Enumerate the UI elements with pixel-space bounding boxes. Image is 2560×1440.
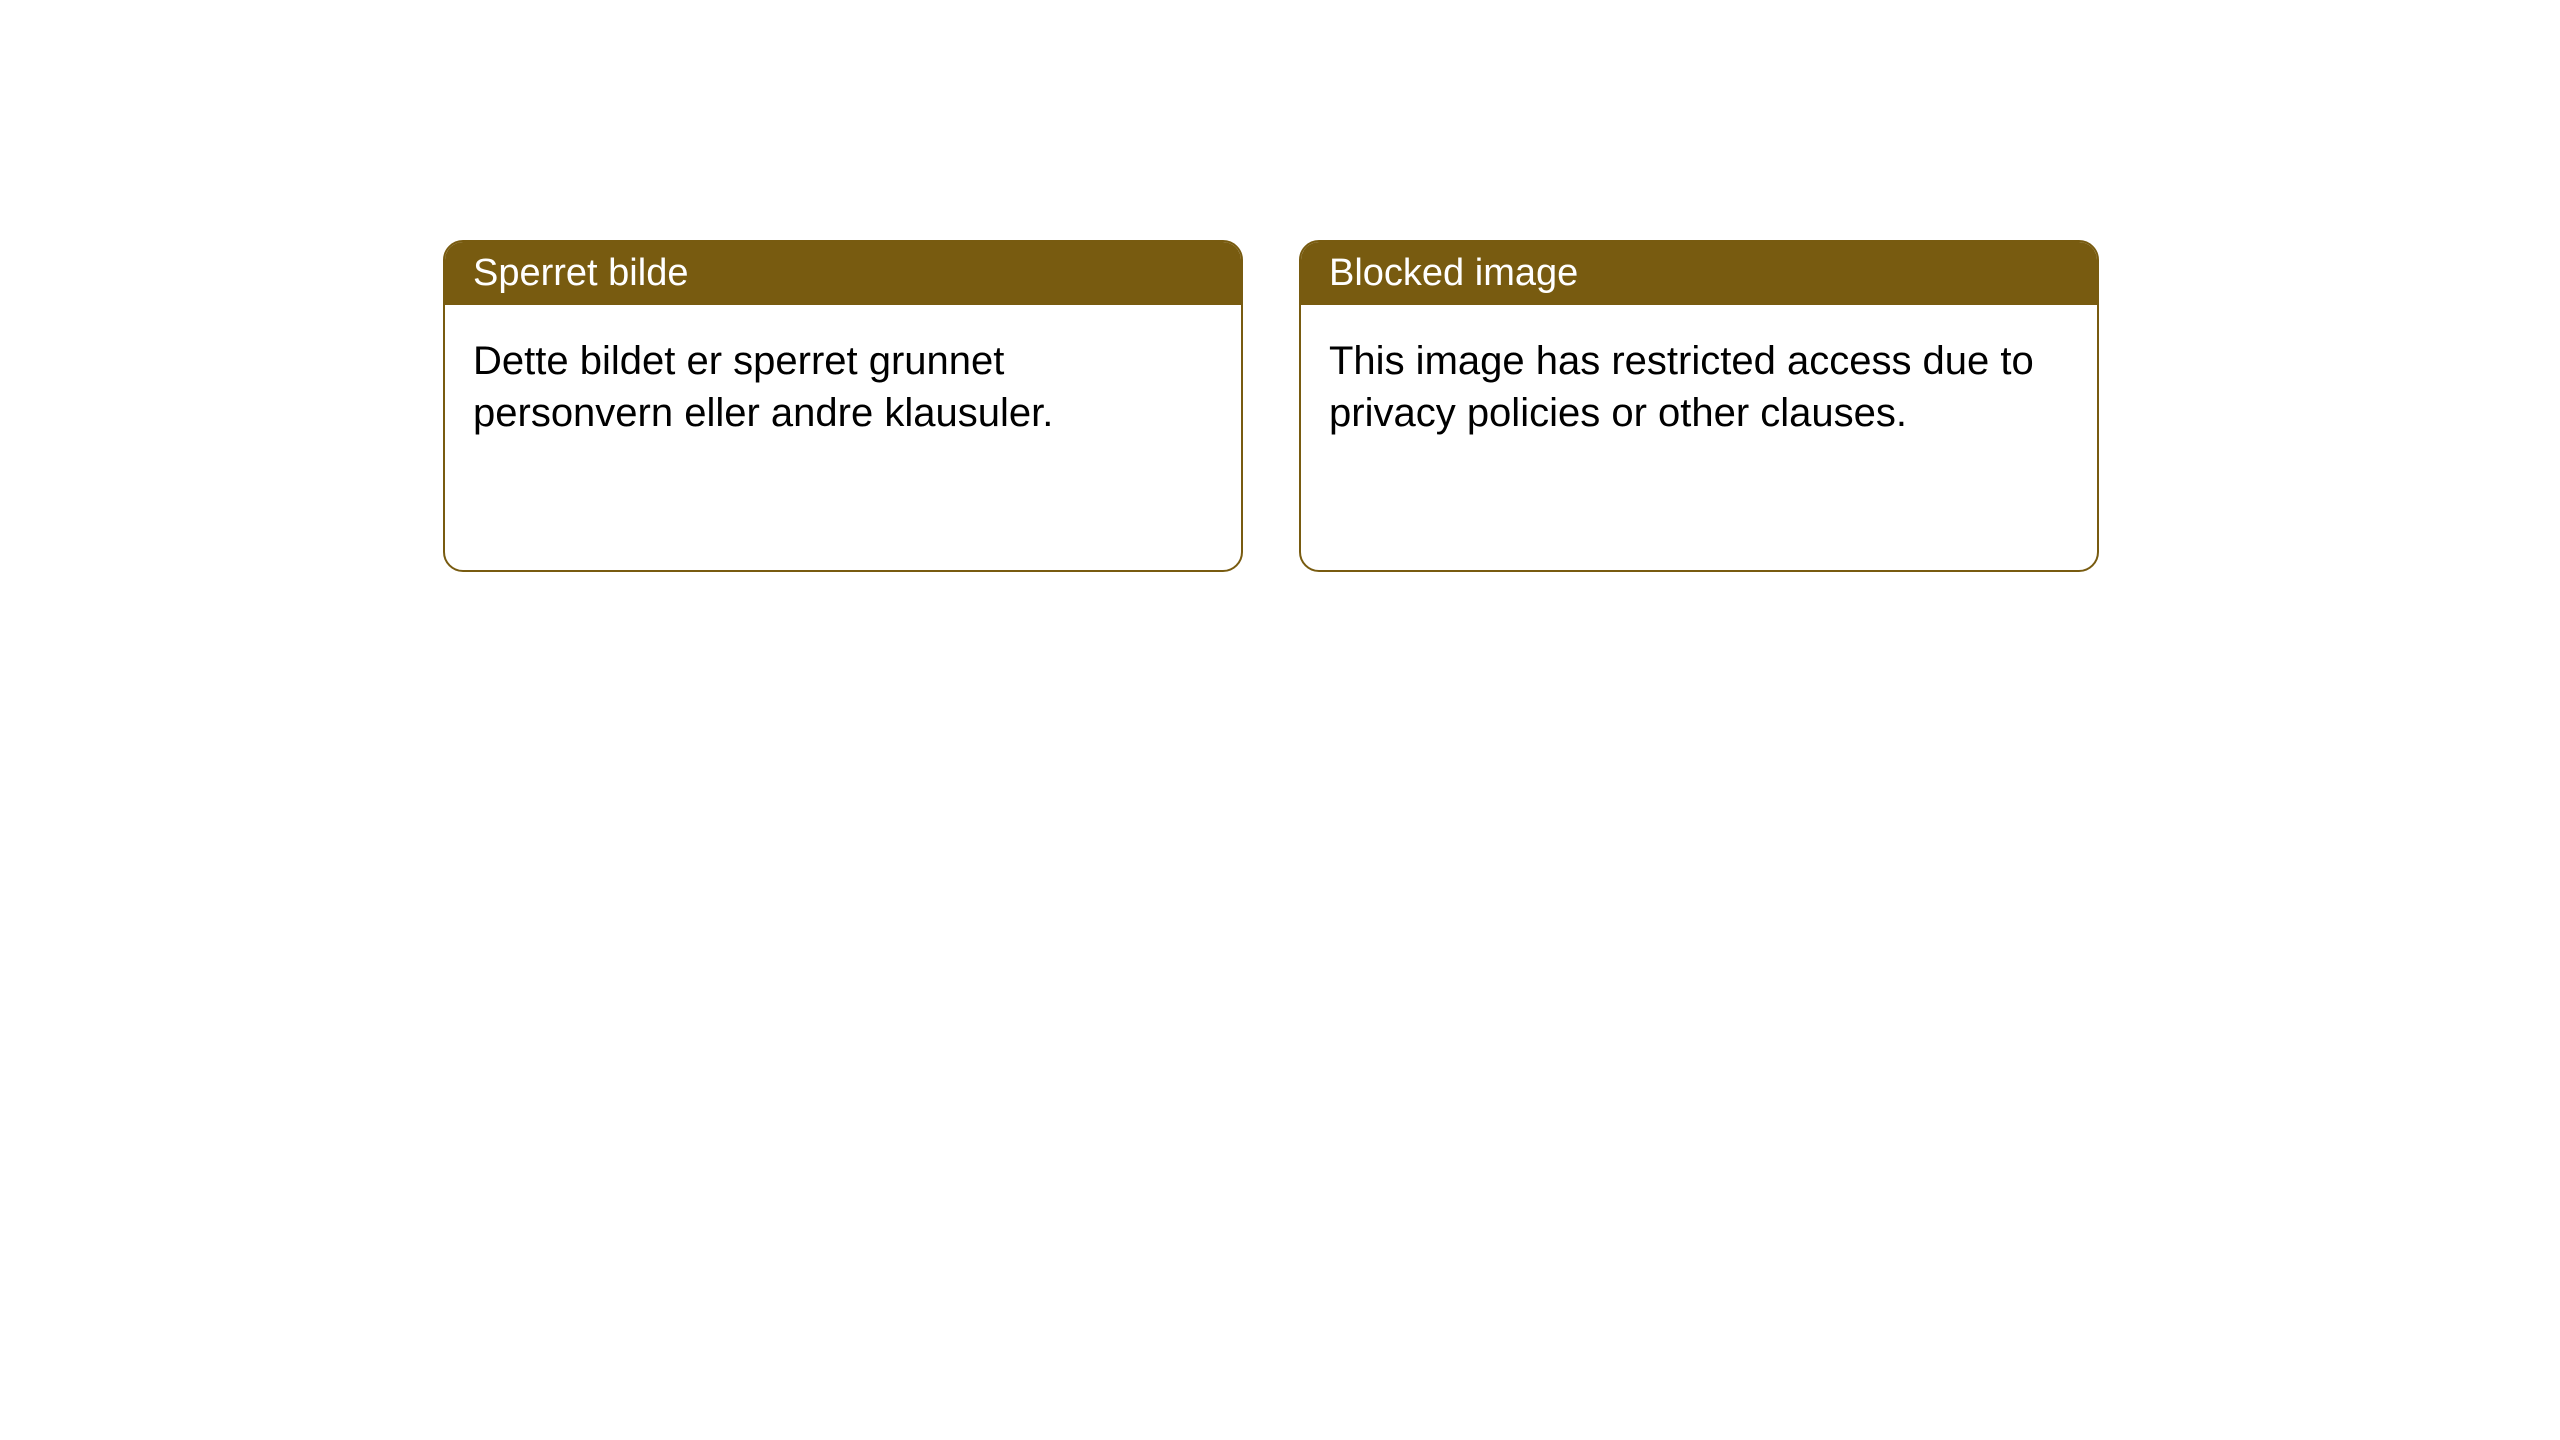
card-body: Dette bildet er sperret grunnet personve… xyxy=(445,305,1241,469)
card-body-text: Dette bildet er sperret grunnet personve… xyxy=(473,339,1053,435)
notice-cards-container: Sperret bilde Dette bildet er sperret gr… xyxy=(443,240,2099,572)
card-body-text: This image has restricted access due to … xyxy=(1329,339,2034,435)
card-header: Blocked image xyxy=(1301,242,2097,305)
notice-card-norwegian: Sperret bilde Dette bildet er sperret gr… xyxy=(443,240,1243,572)
card-body: This image has restricted access due to … xyxy=(1301,305,2097,469)
notice-card-english: Blocked image This image has restricted … xyxy=(1299,240,2099,572)
card-title: Sperret bilde xyxy=(473,252,688,294)
card-header: Sperret bilde xyxy=(445,242,1241,305)
card-title: Blocked image xyxy=(1329,252,1578,294)
